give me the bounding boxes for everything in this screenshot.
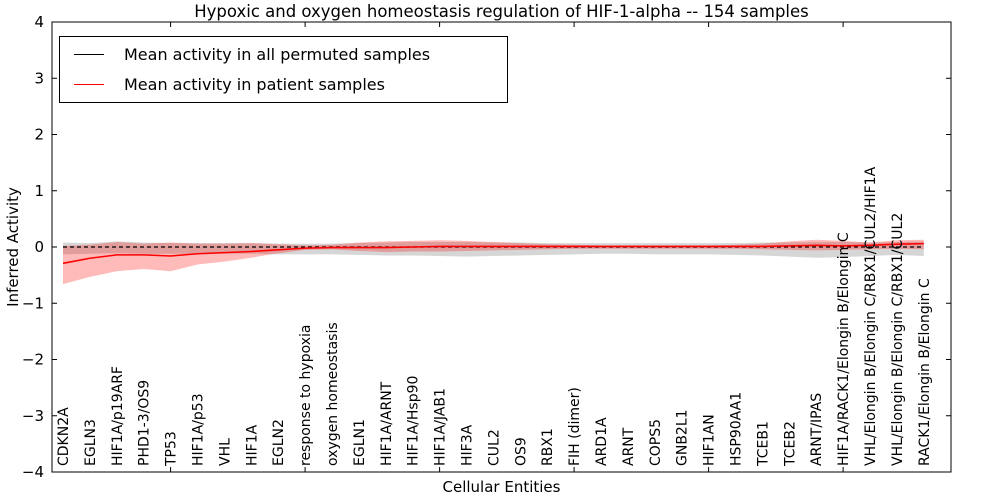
legend-item-permuted: Mean activity in all permuted samples bbox=[60, 43, 507, 67]
x-category-label: HIF1A/ARNT bbox=[379, 381, 395, 466]
legend: Mean activity in all permuted samples Me… bbox=[59, 36, 508, 103]
x-category-label: ARNT bbox=[621, 427, 637, 466]
x-category-label: EGLN2 bbox=[271, 419, 287, 466]
x-category-label: TP53 bbox=[164, 431, 180, 467]
legend-item-patient: Mean activity in patient samples bbox=[60, 73, 507, 97]
red-mean-line-path bbox=[62, 242, 924, 265]
y-tick-label: −3 bbox=[22, 407, 44, 425]
x-category-label: VHL/Elongin B/Elongin C/RBX1/CUL2 bbox=[890, 213, 906, 466]
x-category-label: VHL/Elongin B/Elongin C/RBX1/CUL2/HIF1A bbox=[863, 166, 879, 466]
red-band-area bbox=[63, 239, 924, 285]
x-category-label: TCEB2 bbox=[782, 421, 798, 467]
y-tick-label: −4 bbox=[22, 463, 44, 481]
x-category-label: ARNT/IPAS bbox=[809, 393, 825, 466]
x-category-label: HIF1AN bbox=[702, 414, 718, 466]
x-category-label: FIH (dimer) bbox=[567, 387, 583, 466]
x-category-label: EGLN3 bbox=[83, 419, 99, 466]
x-category-label: HIF1A/RACK1/Elongin B/Elongin C bbox=[836, 232, 852, 466]
x-category-label: HIF1A/JAB1 bbox=[433, 388, 449, 466]
x-category-label: CUL2 bbox=[486, 429, 502, 466]
x-category-label: EGLN1 bbox=[352, 419, 368, 466]
x-category-label: PHD1-3/OS9 bbox=[137, 380, 153, 466]
x-category-label: response to hypoxia bbox=[298, 325, 314, 466]
x-axis-label: Cellular Entities bbox=[442, 478, 561, 496]
x-category-label: RBX1 bbox=[540, 428, 556, 466]
x-category-label: HIF1A/p19ARF bbox=[110, 366, 126, 466]
black-line-swatch bbox=[74, 54, 104, 55]
y-tick-label: 1 bbox=[34, 182, 44, 200]
x-category-label: HSP90AA1 bbox=[729, 392, 745, 466]
chart-title: Hypoxic and oxygen homeostasis regulatio… bbox=[194, 2, 809, 21]
x-category-label: RACK1/Elongin B/Elongin C bbox=[917, 278, 933, 466]
y-axis-label: Inferred Activity bbox=[4, 187, 22, 307]
x-category-label: oxygen homeostasis bbox=[325, 322, 341, 466]
legend-label-permuted: Mean activity in all permuted samples bbox=[124, 44, 431, 64]
y-tick-label: 2 bbox=[34, 126, 44, 144]
x-category-labels: CDKN2A EGLN3 HIF1A/p19ARF PHD1-3/OS9 TP53 HIF… bbox=[56, 166, 933, 467]
x-category-label: HIF1A/Hsp90 bbox=[406, 376, 422, 466]
x-category-label: ARD1A bbox=[594, 417, 610, 466]
x-category-label: HIF3A bbox=[460, 424, 476, 466]
y-tick-label: 0 bbox=[34, 238, 44, 256]
red-band bbox=[63, 239, 924, 285]
gray-band-area bbox=[63, 241, 924, 258]
legend-label-patient: Mean activity in patient samples bbox=[124, 74, 385, 94]
x-category-label: COPS5 bbox=[648, 419, 664, 466]
y-tick-labels: −4 −3 −2 −1 0 1 2 3 4 bbox=[22, 13, 44, 481]
y-tick-label: 4 bbox=[34, 13, 44, 31]
x-category-label: HIF1A bbox=[244, 424, 260, 466]
x-category-label: OS9 bbox=[513, 437, 529, 466]
y-tick-label: −1 bbox=[22, 294, 44, 312]
red-mean-line bbox=[62, 242, 924, 265]
y-tick-label: 3 bbox=[34, 69, 44, 87]
gray-band bbox=[63, 241, 924, 258]
x-category-label: CDKN2A bbox=[56, 407, 72, 466]
tick-marks bbox=[52, 21, 951, 473]
y-tick-label: −2 bbox=[22, 351, 44, 369]
x-category-label: HIF1A/p53 bbox=[191, 393, 207, 466]
x-category-label: GNB2L1 bbox=[675, 409, 691, 466]
x-category-label: VHL bbox=[217, 438, 233, 466]
red-line-swatch bbox=[74, 84, 104, 85]
x-category-label: TCEB1 bbox=[755, 421, 771, 467]
